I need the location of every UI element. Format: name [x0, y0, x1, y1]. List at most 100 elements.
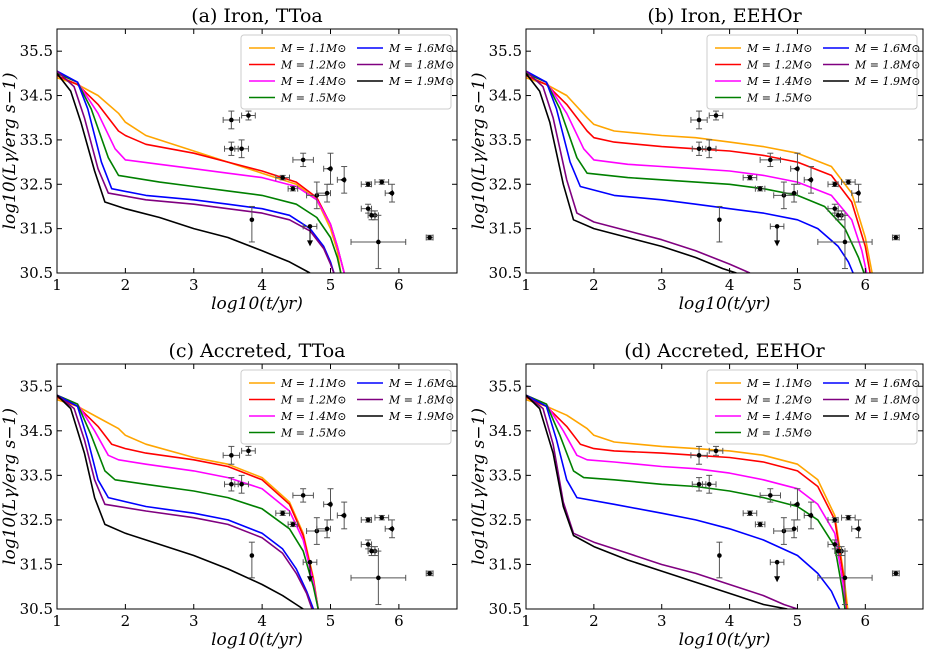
x-tick-label: 3: [189, 276, 199, 294]
data-point: [323, 152, 334, 185]
x-axis-label: log10(t/yr): [211, 294, 303, 314]
y-axis-label: log10(Lγ/erg s−1): [0, 408, 20, 565]
y-tick-label: 31.5: [20, 220, 53, 238]
data-point: [316, 519, 332, 539]
x-tick-label: 3: [189, 612, 199, 630]
data-point: [292, 152, 314, 168]
series-line-m18: [526, 70, 751, 273]
data-point: [374, 179, 390, 186]
data-point: [360, 539, 373, 550]
y-tick-label: 35.5: [20, 377, 53, 395]
y-tick-label: 34.5: [489, 422, 522, 440]
series-line-m15: [526, 394, 846, 609]
legend-entry: M = 1.9M⊙: [388, 75, 454, 88]
data-point: [708, 110, 724, 121]
legend: M = 1.1M⊙ M = 1.2M⊙ M = 1.4M⊙ M = 1.5M⊙ M = …: [240, 369, 454, 445]
data-point: [350, 214, 407, 270]
data-point: [827, 516, 839, 523]
y-tick-label: 32.5: [489, 175, 522, 193]
data-point: [827, 181, 839, 188]
series-line-m11: [526, 77, 873, 273]
legend-entry: M = 1.6M⊙: [388, 42, 454, 55]
legend-entry: M = 1.8M⊙: [388, 59, 454, 72]
y-tick-label: 31.5: [20, 555, 53, 573]
data-point: [754, 185, 766, 192]
data-point: [275, 174, 290, 181]
data-point: [803, 166, 815, 194]
series-line-m16: [526, 70, 854, 273]
y-axis-label: log10(Lγ/erg s−1): [469, 73, 489, 230]
series-line-m12: [57, 396, 319, 609]
data-point: [336, 501, 348, 530]
data-point: [367, 546, 376, 557]
series-line-m14: [526, 72, 868, 273]
data-point: [367, 210, 376, 221]
series-line-m14: [57, 72, 345, 273]
series-line-m19: [526, 72, 737, 273]
y-tick-label: 33.5: [489, 466, 522, 484]
y-tick-label: 33.5: [20, 131, 53, 149]
x-tick-label: 5: [793, 612, 803, 630]
data-point: [817, 550, 873, 606]
legend-entry: M = 1.2M⊙: [746, 394, 812, 407]
x-tick-label: 1: [521, 276, 531, 294]
y-axis-label: log10(Lγ/erg s−1): [469, 408, 489, 565]
data-point: [701, 474, 717, 494]
x-tick-label: 6: [394, 612, 404, 630]
y-tick-label: 31.5: [489, 555, 522, 573]
data-point: [769, 223, 785, 247]
legend-entry: M = 1.2M⊙: [746, 59, 812, 72]
data-point: [234, 474, 249, 494]
observed-pulsars: [222, 110, 434, 270]
data-point: [716, 541, 723, 579]
x-tick-label: 2: [121, 612, 131, 630]
observed-pulsars: [690, 110, 900, 270]
data-point: [759, 488, 781, 503]
legend-entry: M = 1.5M⊙: [280, 92, 346, 105]
axis-ticks: 1 2 3 4 5 6 30.5 31.5 32.5 33.5 34.5 35.5: [20, 29, 457, 294]
data-point: [708, 445, 724, 456]
axes-frame: [525, 363, 924, 610]
legend-entry: M = 1.9M⊙: [388, 410, 454, 423]
x-tick-label: 4: [725, 276, 735, 294]
x-tick-label: 2: [121, 276, 131, 294]
y-tick-label: 34.5: [20, 87, 53, 105]
observed-pulsars: [690, 445, 900, 606]
legend-entry: M = 1.5M⊙: [280, 427, 346, 440]
x-tick-label: 6: [861, 612, 871, 630]
legend-entry: M = 1.4M⊙: [280, 410, 346, 423]
y-axis-label: log10(Lγ/erg s−1): [0, 73, 20, 230]
data-point: [224, 477, 239, 492]
series-line-m19: [57, 72, 311, 273]
data-point: [287, 185, 299, 192]
x-axis-label: log10(t/yr): [679, 294, 771, 314]
data-point: [222, 110, 241, 130]
data-point: [851, 519, 862, 539]
data-point: [891, 234, 900, 241]
legend-entry: M = 1.9M⊙: [854, 410, 920, 423]
axes-frame: [56, 363, 458, 610]
data-point: [827, 539, 839, 550]
data-point: [783, 183, 798, 203]
data-point: [891, 570, 900, 577]
model-curves: [57, 394, 319, 609]
y-tick-label: 35.5: [489, 377, 522, 395]
y-tick-label: 32.5: [20, 175, 53, 193]
data-point: [316, 183, 332, 203]
y-tick-label: 33.5: [489, 131, 522, 149]
series-line-m18: [526, 394, 798, 609]
data-point: [803, 501, 815, 530]
panel-title: (a) Iron, TToa: [191, 5, 323, 27]
series-line-m11: [526, 398, 849, 609]
data-point: [834, 210, 843, 221]
data-point: [701, 139, 717, 159]
data-point: [323, 488, 334, 521]
panel-title: (c) Accreted, TToa: [169, 340, 346, 362]
legend-entry: M = 1.4M⊙: [280, 75, 346, 88]
legend-entry: M = 1.1M⊙: [280, 42, 346, 55]
axes-frame: [525, 28, 924, 274]
legend-entry: M = 1.6M⊙: [854, 377, 920, 390]
legend-entry: M = 1.6M⊙: [854, 42, 920, 55]
data-point: [336, 166, 348, 194]
